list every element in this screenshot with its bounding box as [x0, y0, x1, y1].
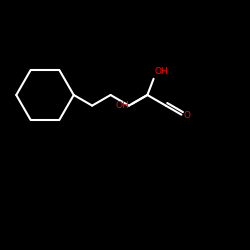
- Text: OH: OH: [155, 67, 168, 76]
- Text: O: O: [184, 112, 190, 120]
- Text: OH: OH: [116, 101, 129, 110]
